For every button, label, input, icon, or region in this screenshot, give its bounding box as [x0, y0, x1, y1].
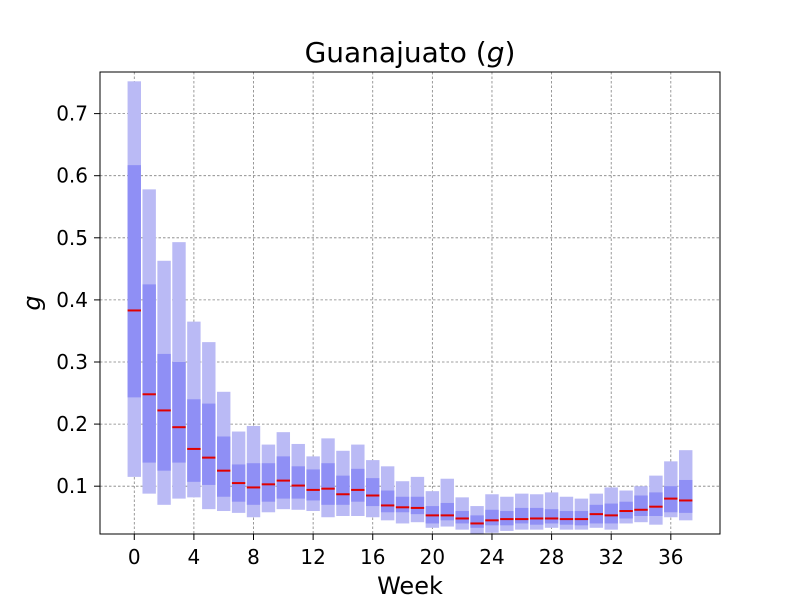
- inner-band: [157, 353, 171, 471]
- x-tick-label: 0: [128, 545, 141, 569]
- chart-title-var: g: [487, 36, 505, 69]
- inner-band: [440, 502, 454, 521]
- x-tick-label: 16: [360, 545, 385, 569]
- inner-band: [470, 515, 484, 528]
- y-tick-label: 0.5: [56, 226, 88, 250]
- inner-band: [544, 509, 559, 524]
- inner-band: [380, 490, 395, 513]
- inner-band: [366, 478, 380, 507]
- chart-title: Guanajuato (g): [305, 36, 516, 69]
- inner-band: [559, 511, 574, 525]
- x-tick-label: 28: [539, 545, 564, 569]
- y-axis-label: g: [18, 295, 46, 310]
- x-tick-label: 8: [247, 545, 260, 569]
- x-tick-label: 20: [420, 545, 445, 569]
- x-tick-layer: 0 4 8 12 16 20 24 28 32 36: [128, 534, 684, 569]
- inner-band: [127, 165, 141, 398]
- chart-title-main: Guanajuato (: [305, 36, 487, 69]
- inner-band: [216, 436, 231, 497]
- inner-band: [455, 511, 469, 524]
- y-tick-label: 0.6: [56, 164, 88, 188]
- plot-frame: [99, 71, 721, 535]
- x-tick-label: 4: [188, 545, 201, 569]
- inner-band: [321, 463, 335, 505]
- median-layer: [127, 309, 693, 525]
- inner-band: [649, 492, 663, 516]
- x-tick-label: 12: [300, 545, 325, 569]
- x-axis-label: Week: [377, 572, 443, 600]
- inner-band: [306, 469, 320, 501]
- inner-band: [202, 403, 216, 485]
- inner-band: [395, 496, 410, 513]
- inner-band: [336, 475, 350, 505]
- inner-band: [410, 496, 425, 515]
- inner-band: [246, 463, 261, 505]
- y-tick-layer: 0.1 0.2 0.3 0.4 0.5 0.6 0.7: [56, 102, 100, 498]
- inner-band: [515, 507, 529, 524]
- x-tick-label: 32: [598, 545, 623, 569]
- y-tick-label: 0.2: [56, 412, 88, 436]
- chart-title-close: ): [504, 36, 515, 69]
- x-tick-label: 24: [479, 545, 504, 569]
- inner-band: [142, 284, 156, 463]
- inner-band: [485, 509, 499, 526]
- y-tick-label: 0.4: [56, 288, 88, 312]
- inner-band: [172, 361, 186, 463]
- inner-band: [351, 468, 365, 502]
- y-tick-label: 0.1: [56, 474, 88, 498]
- inner-band: [261, 463, 276, 502]
- grid-layer: [100, 72, 720, 534]
- inner-band: [679, 479, 693, 513]
- inner-band: [529, 507, 544, 525]
- band-layer: [127, 81, 693, 534]
- inner-band: [291, 466, 305, 499]
- inner-band: [276, 456, 291, 499]
- inner-band: [634, 495, 648, 516]
- y-tick-label: 0.7: [56, 102, 88, 126]
- inner-band: [604, 503, 618, 524]
- y-tick-label: 0.3: [56, 350, 88, 374]
- x-tick-label: 36: [658, 545, 683, 569]
- inner-band: [187, 399, 201, 482]
